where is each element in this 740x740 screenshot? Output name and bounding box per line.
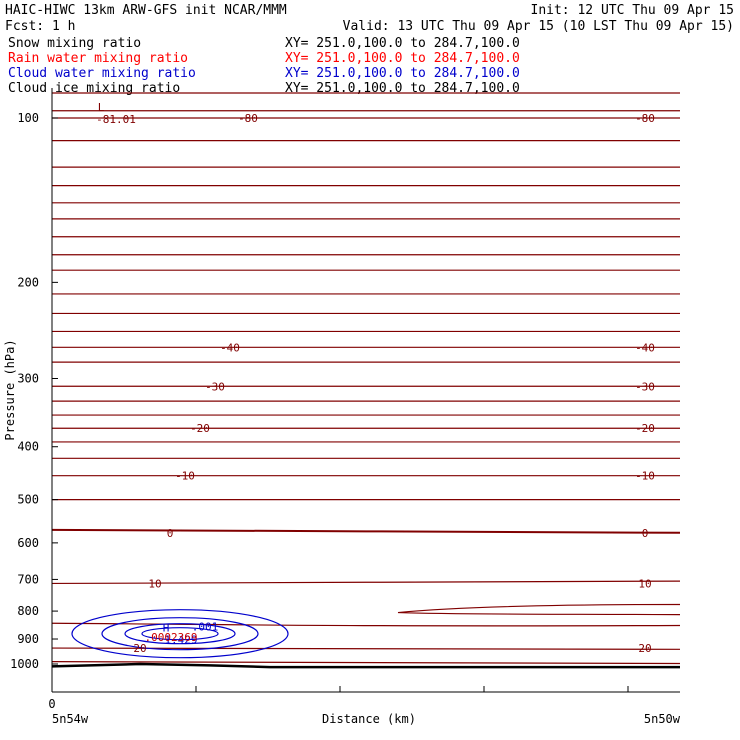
y-tick-label: 800 [17,604,39,618]
extremum-value: 1.429 [164,634,197,647]
x-end-label-left: 5n54w [52,712,89,726]
contour-label: 10 [638,577,651,590]
cloud-water-contour [71,609,289,659]
cloud-water-contour [124,623,236,645]
y-tick-label: 600 [17,536,39,550]
contour-label: -80 [238,112,258,125]
field-name-cloud-water: Cloud water mixing ratio [8,66,196,81]
contour-label: -40 [220,341,240,354]
contour-label: -10 [635,470,655,483]
title-line-1: HAIC-HIWC 13km ARW-GFS init NCAR/MMM [5,3,287,18]
field-xy-rain: XY= 251.0,100.0 to 284.7,100.0 [285,51,520,66]
x-end-label-right: 5n50w [644,712,681,726]
isotherm-line [51,528,681,534]
contour-label: -40 [635,341,655,354]
valid-time: Valid: 13 UTC Thu 09 Apr 15 (10 LST Thu … [343,19,734,34]
forecast-hour: Fcst: 1 h [5,19,75,34]
cloud-water-contours [71,609,289,659]
inversion-contour [397,603,681,616]
extremum-marker: L [98,101,105,114]
terrain-surface [51,662,680,669]
contour-label: -20 [635,422,655,435]
rain-water-value-label: .0002369 [145,631,198,644]
y-tick-label: 1000 [10,657,39,671]
contour-label: -30 [635,380,655,393]
y-tick-label: 700 [17,572,39,586]
field-xy-cloud-ice: XY= 251.0,100.0 to 284.7,100.0 [285,81,520,96]
contour-label: 10 [148,577,161,590]
y-tick-label: 300 [17,372,39,386]
y-tick-label: 100 [17,111,39,125]
contour-label: 0 [642,527,649,540]
field-name-cloud-ice: Cloud ice mixing ratio [8,81,180,96]
field-name-rain: Rain water mixing ratio [8,51,188,66]
contour-label: -30 [205,380,225,393]
terrain-line [51,662,680,669]
contour-label: -20 [190,422,210,435]
contour-label: 0 [167,527,174,540]
contour-label: -10 [175,470,195,483]
isotherm-line [51,660,681,665]
field-xy-snow: XY= 251.0,100.0 to 284.7,100.0 [285,36,520,51]
y-tick-label: 500 [17,493,39,507]
field-xy-cloud-water: XY= 251.0,100.0 to 284.7,100.0 [285,66,520,81]
contour-labels: -80 -80 -40 -40 -30 -30 -20 -20 -10 -10 0 0 10 10 20 20… [96,101,655,655]
extremum-value: -81.01 [96,113,136,126]
x-tick-label: 0 [48,697,55,711]
cloud-water-contour [141,627,219,641]
contour-label: -80 [635,112,655,125]
cloud-water-contour [101,617,259,651]
extremum-marker: H [163,622,170,635]
y-tick-label: 200 [17,275,39,289]
isotherm-line [51,580,681,585]
x-axis-title: Distance (km) [322,712,416,726]
init-time: Init: 12 UTC Thu 09 Apr 15 [531,3,735,18]
cloud-water-contour-label: .001 [192,620,219,633]
isotherm-contours [51,92,681,665]
contour-label: 20 [638,642,651,655]
y-tick-label: 400 [17,440,39,454]
field-name-snow: Snow mixing ratio [8,36,141,51]
y-axis-title: Pressure (hPa) [3,339,17,440]
isotherm-line [51,622,681,627]
y-tick-label: 900 [17,632,39,646]
contour-label: 20 [133,642,146,655]
